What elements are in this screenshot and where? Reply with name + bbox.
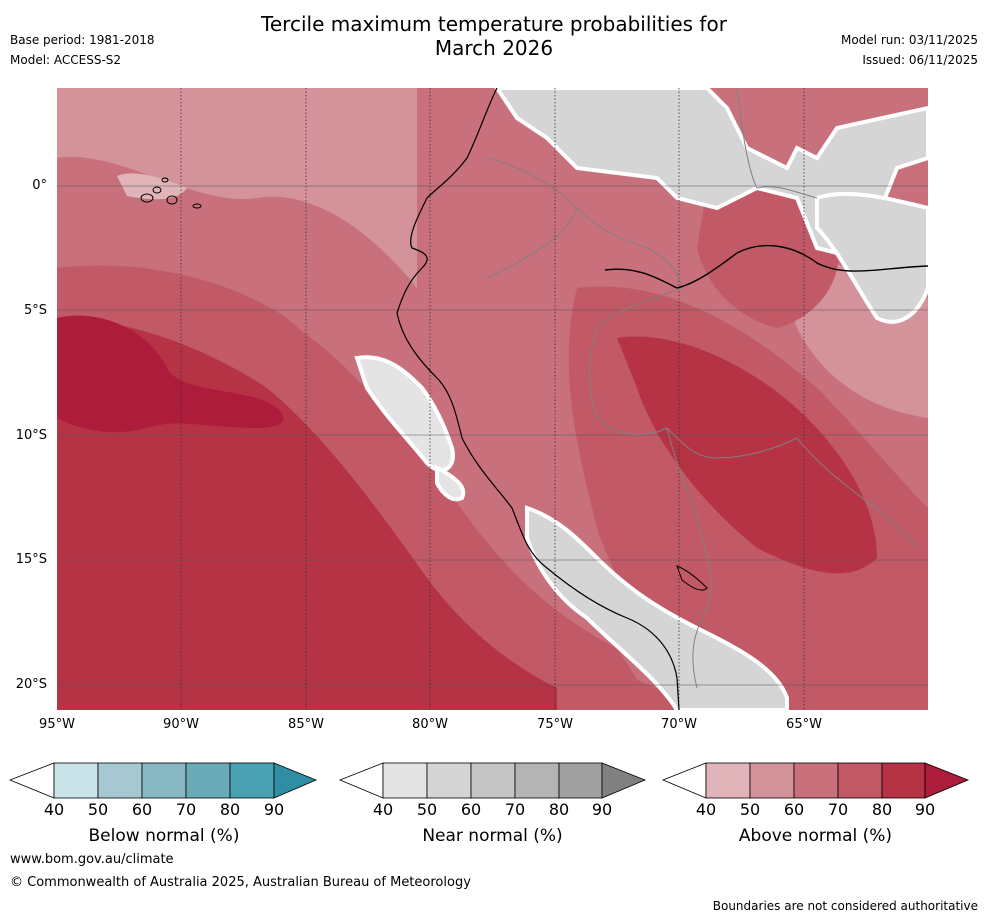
cbar-below-tick-90: 90: [263, 800, 285, 819]
map-title: Tercile maximum temperature probabilitie…: [0, 12, 988, 60]
cbar-above-tick-70: 70: [827, 800, 849, 819]
cbar-below-seg-2: [97, 762, 143, 799]
cbar-near-seg-3: [470, 762, 516, 799]
colorbar-near-normal: [338, 762, 647, 799]
colorbar-below-normal: [8, 762, 318, 799]
cbar-above-seg-6: [924, 762, 970, 799]
cbar-below-tick-80: 80: [219, 800, 241, 819]
title-line-1: Tercile maximum temperature probabilitie…: [261, 12, 727, 36]
cbar-above-seg-1: [705, 762, 751, 799]
cbar-near-tick-40: 40: [372, 800, 394, 819]
cbar-near-seg-2: [426, 762, 472, 799]
model-name: Model: ACCESS-S2: [10, 53, 122, 67]
cbar-near-seg-4: [514, 762, 560, 799]
cbar-near-label: Near normal (%): [422, 826, 563, 846]
region-above-90-core: [57, 315, 284, 433]
cbar-below-seg-1: [53, 762, 99, 799]
title-line-2: March 2026: [434, 36, 554, 60]
lon-label-65w: 65°W: [786, 717, 822, 732]
cbar-below-seg-4: [185, 762, 231, 799]
cbar-below-seg-0: [8, 762, 55, 799]
cbar-above-tick-50: 50: [739, 800, 761, 819]
model-run: Model run: 03/11/2025: [840, 33, 978, 47]
cbar-above-tick-60: 60: [783, 800, 805, 819]
cbar-near-tick-60: 60: [460, 800, 482, 819]
footer-copyright: © Commonwealth of Australia 2025, Austra…: [10, 875, 471, 890]
cbar-near-seg-1: [382, 762, 428, 799]
lon-label-80w: 80°W: [412, 717, 448, 732]
cbar-near-tick-80: 80: [548, 800, 570, 819]
colorbar-above-normal: [661, 762, 970, 799]
cbar-near-tick-70: 70: [504, 800, 526, 819]
meta-left: Base period: 1981-2018 Model: ACCESS-S2: [10, 30, 155, 70]
region-above-40-nw: [117, 173, 187, 200]
meta-right: Model run: 03/11/2025 Issued: 06/11/2025: [841, 30, 978, 70]
lon-label-85w: 85°W: [288, 717, 324, 732]
colorbars: [8, 762, 970, 799]
cbar-below-seg-6: [273, 762, 318, 799]
cbar-above-seg-4: [837, 762, 883, 799]
lon-label-70w: 70°W: [661, 717, 697, 732]
probability-map: [57, 88, 928, 710]
lon-label-95w: 95°W: [39, 717, 75, 732]
cbar-above-seg-0: [661, 762, 707, 799]
lon-label-90w: 90°W: [163, 717, 199, 732]
cbar-below-tick-60: 60: [131, 800, 153, 819]
footer-disclaimer: Boundaries are not considered authoritat…: [712, 899, 978, 913]
base-period: Base period: 1981-2018: [10, 33, 155, 47]
cbar-near-seg-0: [338, 762, 384, 799]
lake-titicaca: [676, 565, 708, 591]
lat-label-10s: 10°S: [15, 428, 47, 443]
cbar-below-tick-50: 50: [87, 800, 109, 819]
lon-gridlines: [180, 88, 805, 710]
region-near-normal-andes: [525, 505, 789, 710]
cbar-below-tick-40: 40: [43, 800, 65, 819]
footer-url[interactable]: www.bom.gov.au/climate: [10, 852, 174, 867]
cbar-near-tick-90: 90: [591, 800, 613, 819]
region-near-normal-coast: [354, 355, 455, 473]
cbar-near-seg-5: [558, 762, 603, 799]
region-above-50-north: [57, 88, 417, 288]
lat-label-15s: 15°S: [15, 552, 47, 567]
lat-label-0: 0°: [32, 178, 47, 193]
cbar-above-tick-40: 40: [695, 800, 717, 819]
lat-gridlines: [57, 185, 928, 686]
lat-label-5s: 5°S: [23, 303, 47, 318]
lon-label-75w: 75°W: [537, 717, 573, 732]
coastline: [396, 88, 680, 710]
galapagos-islands: [140, 177, 202, 209]
cbar-above-seg-2: [749, 762, 795, 799]
cbar-below-seg-3: [141, 762, 187, 799]
cbar-above-tick-80: 80: [871, 800, 893, 819]
cbar-near-seg-6: [601, 762, 647, 799]
cbar-below-seg-5: [229, 762, 275, 799]
cbar-above-seg-5: [881, 762, 926, 799]
amazon-river: [604, 245, 928, 289]
cbar-below-label: Below normal (%): [88, 826, 240, 846]
lat-label-20s: 20°S: [15, 677, 47, 692]
region-near-normal-northeast: [815, 191, 928, 324]
cbar-above-seg-3: [793, 762, 839, 799]
country-borders: [486, 88, 918, 689]
cbar-above-tick-90: 90: [914, 800, 936, 819]
region-near-normal-andes-lower: [435, 464, 466, 502]
cbar-below-tick-70: 70: [175, 800, 197, 819]
cbar-near-tick-50: 50: [416, 800, 438, 819]
issued-date: Issued: 06/11/2025: [862, 53, 978, 67]
cbar-above-label: Above normal (%): [738, 826, 893, 846]
